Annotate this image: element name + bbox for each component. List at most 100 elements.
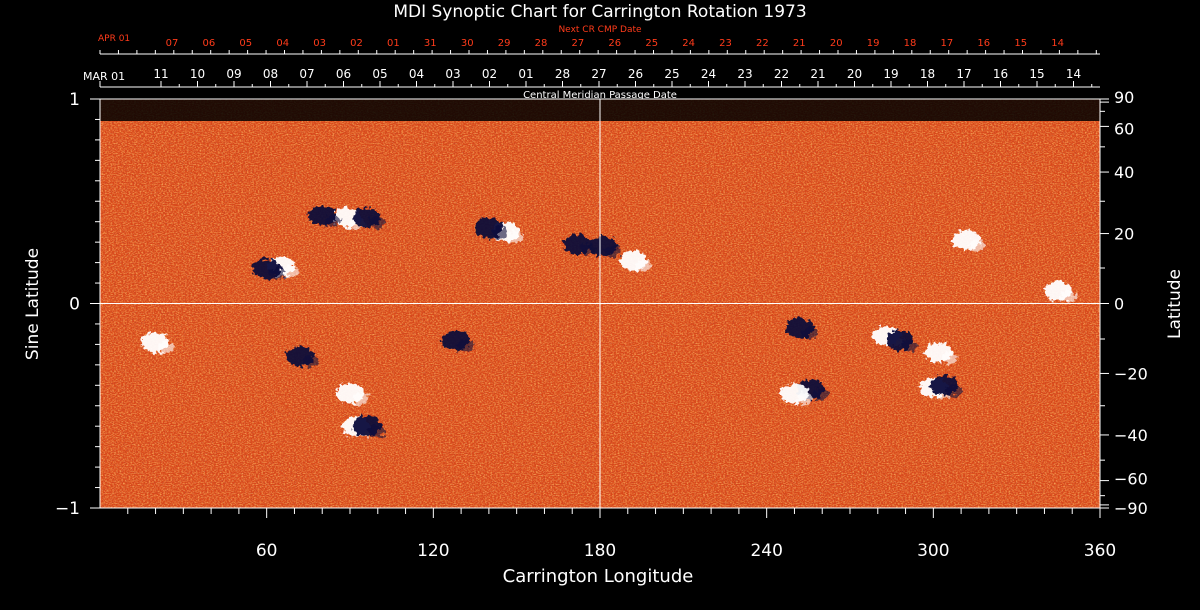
next-cmp-day-label: 22 — [756, 38, 769, 49]
cmp-day-label: 25 — [664, 67, 679, 81]
cmp-day-label: 06 — [336, 67, 351, 81]
negative-polarity-fringe — [368, 425, 385, 438]
next-cmp-day-label: 04 — [276, 38, 289, 49]
negative-polarity-fringe — [268, 267, 285, 280]
x-axis-ticks: 60 120 180 240 300 360 — [127, 508, 1116, 561]
next-cmp-day-label: 07 — [166, 38, 179, 49]
cmp-day-label: 09 — [226, 67, 241, 81]
next-cmp-day-label: 20 — [830, 38, 843, 49]
next-cmp-day-label: 19 — [867, 38, 880, 49]
x-tick-label: 60 — [256, 541, 278, 561]
cmp-day-label: 16 — [993, 67, 1008, 81]
negative-polarity-fringe — [324, 214, 341, 227]
next-cmp-day-label: 03 — [313, 38, 326, 49]
cmp-day-label: 10 — [190, 67, 205, 81]
next-cmp-day-label: 16 — [977, 38, 990, 49]
cmp-day-label: 11 — [153, 67, 168, 81]
negative-polarity-fringe — [368, 216, 385, 229]
next-cmp-day-label: 25 — [645, 38, 658, 49]
next-cmp-day-label: 29 — [498, 38, 511, 49]
next-cmp-day-label: 31 — [424, 38, 437, 49]
next-cmp-day-label: 18 — [904, 38, 917, 49]
cmp-day-label: 14 — [1066, 67, 1081, 81]
next-cmp-day-label: 24 — [682, 38, 695, 49]
negative-polarity-fringe — [604, 245, 621, 258]
positive-polarity-fringe — [352, 392, 368, 405]
cmp-day-label: 03 — [445, 67, 460, 81]
y-right-tick-label: 60 — [1114, 119, 1134, 138]
cmp-day-label: 01 — [518, 67, 533, 81]
y-axis-right-ticks: 90 60 40 20 0 −20 −40 −60 −90 — [1100, 88, 1148, 518]
y-right-tick-label: 20 — [1114, 225, 1134, 244]
next-cmp-day-label: 28 — [535, 38, 548, 49]
cmp-axis-label: Central Meridian Passage Date — [523, 90, 677, 101]
cmp-day-label: 24 — [701, 67, 716, 81]
next-cmp-day-label: 17 — [941, 38, 954, 49]
next-cmp-day-label: 26 — [608, 38, 621, 49]
positive-polarity-fringe — [1060, 290, 1077, 303]
cmp-day-label: 22 — [774, 67, 789, 81]
next-cmp-day-label: 05 — [239, 38, 252, 49]
x-tick-label: 300 — [917, 541, 949, 561]
x-tick-label: 240 — [750, 541, 782, 561]
y-right-tick-label: 40 — [1114, 163, 1134, 182]
positive-polarity-fringe — [796, 392, 813, 405]
x-tick-label: 180 — [584, 541, 616, 561]
cmp-day-label: 04 — [409, 67, 424, 81]
cmp-day-label: 08 — [263, 67, 278, 81]
cmp-day-label: 02 — [482, 67, 497, 81]
positive-polarity-fringe — [157, 341, 174, 354]
negative-polarity-fringe — [490, 226, 507, 239]
next-cmp-axis-label: Next CR CMP Date — [558, 25, 642, 35]
y-right-tick-label: −40 — [1114, 426, 1148, 445]
negative-polarity-fringe — [802, 327, 818, 340]
negative-polarity-fringe — [457, 339, 474, 352]
negative-polarity-fringe — [902, 339, 918, 352]
y-right-tick-label: −90 — [1114, 499, 1148, 518]
y-left-tick-label: −1 — [55, 499, 80, 519]
negative-polarity-fringe — [946, 384, 963, 397]
positive-polarity-fringe — [282, 265, 299, 278]
y-left-tick-label: 0 — [69, 295, 80, 315]
y-axis-left-label: Sine Latitude — [23, 248, 43, 360]
y-left-tick-label: 1 — [69, 90, 80, 110]
next-cmp-day-label: 06 — [203, 38, 216, 49]
next-cmp-ticks: 07 06 05 04 03 02 01 31 30 29 28 27 26 25 24 23 22 21 20 19… — [99, 38, 1097, 54]
x-tick-label: 120 — [417, 541, 449, 561]
y-right-tick-label: 90 — [1114, 88, 1134, 107]
chart-title: MDI Synoptic Chart for Carrington Rotati… — [393, 2, 806, 22]
y-right-tick-label: −60 — [1114, 470, 1148, 489]
next-cmp-day-label: 14 — [1051, 38, 1064, 49]
positive-polarity-fringe — [507, 230, 524, 243]
next-cmp-day-label: 30 — [461, 38, 474, 49]
cmp-day-label: 28 — [555, 67, 570, 81]
cmp-day-label: 17 — [956, 67, 971, 81]
next-cmp-day-label: 02 — [350, 38, 363, 49]
x-axis-label: Carrington Longitude — [503, 566, 694, 587]
negative-polarity-fringe — [302, 355, 318, 368]
cmp-day-label: 19 — [883, 67, 898, 81]
positive-polarity-fringe — [940, 351, 957, 364]
active-regions — [141, 205, 1077, 438]
next-cmp-day-label: 15 — [1014, 38, 1027, 49]
cmp-day-label: 07 — [299, 67, 314, 81]
cmp-day-label: 27 — [591, 67, 606, 81]
next-cmp-start-label: APR 01 — [98, 34, 130, 44]
next-cmp-day-label: 21 — [793, 38, 806, 49]
cmp-day-label: 05 — [372, 67, 387, 81]
cmp-day-label: 23 — [737, 67, 752, 81]
y-axis-right-label: Latitude — [1165, 269, 1185, 339]
next-cmp-day-label: 01 — [387, 38, 400, 49]
cmp-day-label: 21 — [810, 67, 825, 81]
next-cmp-day-label: 23 — [719, 38, 732, 49]
cmp-start-label: MAR 01 — [83, 70, 125, 83]
cmp-day-label: 20 — [847, 67, 862, 81]
x-tick-label: 360 — [1084, 541, 1116, 561]
y-axis-left-ticks: 1 0 −1 — [55, 90, 100, 519]
cmp-day-label: 15 — [1029, 67, 1044, 81]
positive-polarity-fringe — [635, 259, 652, 272]
positive-polarity-fringe — [968, 239, 985, 252]
y-right-tick-label: 0 — [1114, 295, 1124, 314]
cmp-day-label: 26 — [628, 67, 643, 81]
